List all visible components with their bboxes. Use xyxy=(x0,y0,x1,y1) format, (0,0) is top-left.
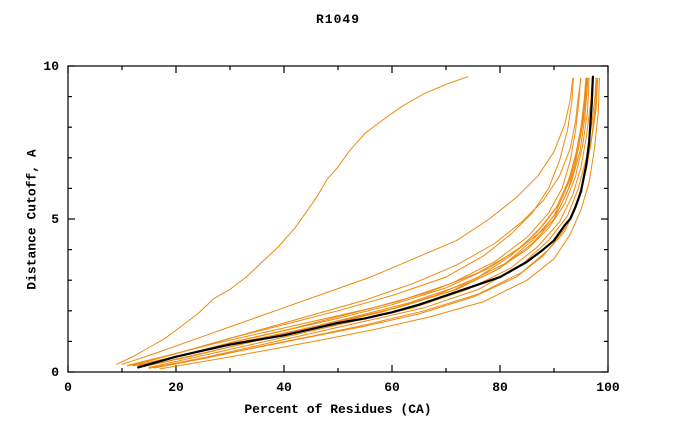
series-orange-3 xyxy=(126,77,582,367)
x-tick-label: 80 xyxy=(492,380,508,395)
x-tick-label: 20 xyxy=(168,380,184,395)
series-orange-10 xyxy=(137,77,581,367)
y-tick-label: 5 xyxy=(51,212,59,227)
series-orange-16 xyxy=(126,77,589,366)
x-tick-label: 0 xyxy=(64,380,72,395)
series-orange-outlier xyxy=(116,76,469,365)
chart-title: R1049 xyxy=(315,12,360,27)
series-black-main xyxy=(137,75,595,369)
plot-frame xyxy=(67,65,609,373)
x-tick-label: 60 xyxy=(384,380,400,395)
x-tick-label: 100 xyxy=(596,380,620,395)
series-orange-12 xyxy=(143,77,587,367)
series-orange-8 xyxy=(148,77,599,369)
series-orange-6 xyxy=(148,77,593,368)
series-orange-14 xyxy=(153,77,598,369)
series-orange-11 xyxy=(132,77,574,366)
x-axis-label: Percent of Residues (CA) xyxy=(244,402,432,417)
y-tick-label: 10 xyxy=(43,59,59,74)
x-tick-label: 40 xyxy=(276,380,292,395)
y-tick-label: 0 xyxy=(51,365,59,380)
series-orange-15 xyxy=(132,77,588,367)
series-orange-9 xyxy=(159,77,600,370)
series-orange-2 xyxy=(121,77,574,365)
